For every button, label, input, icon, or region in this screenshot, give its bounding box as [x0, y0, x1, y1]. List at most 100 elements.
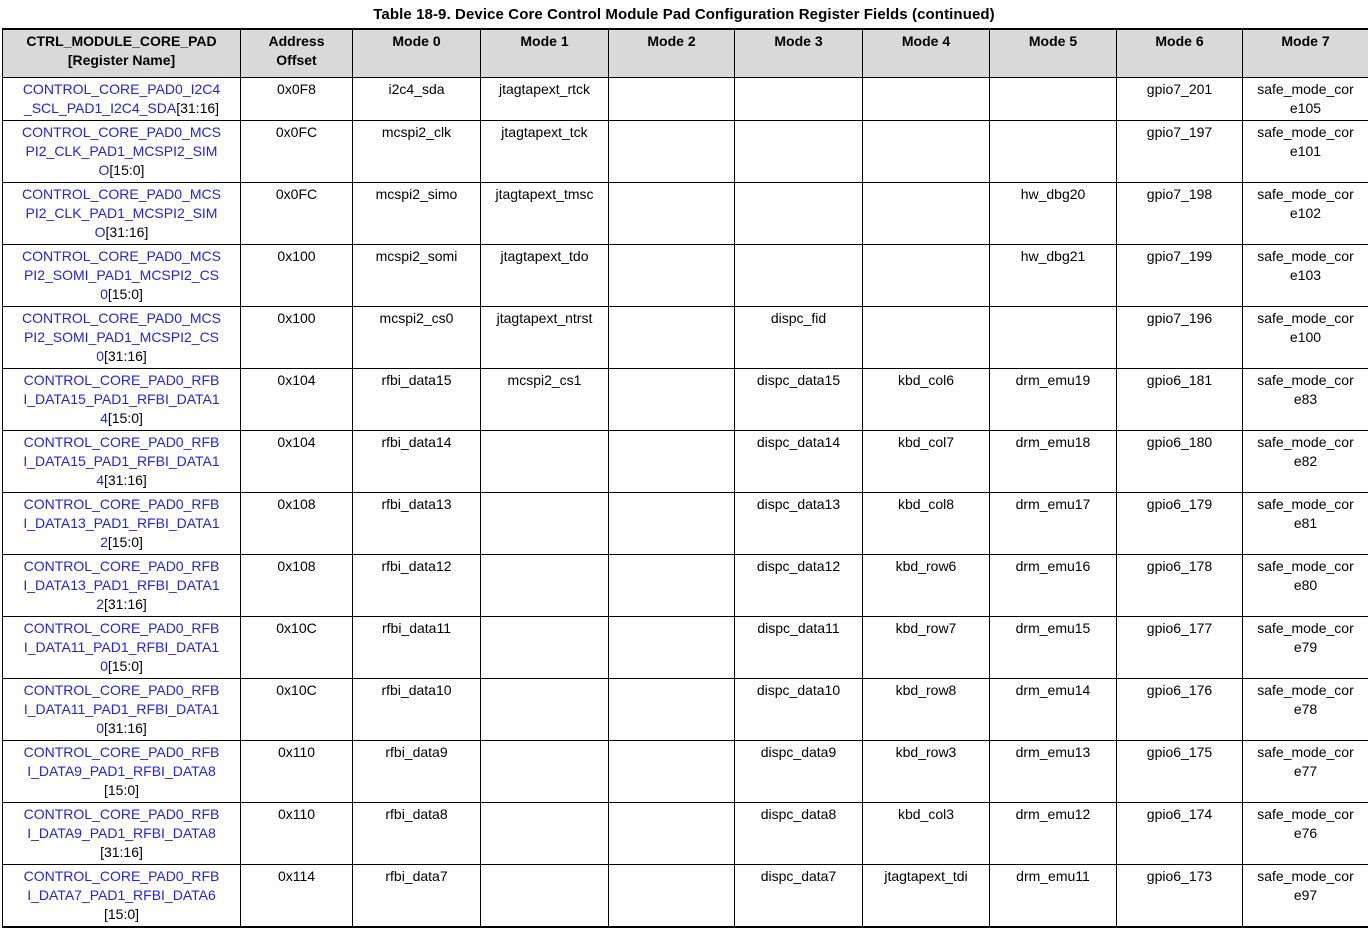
mode-cell: drm_emu14: [989, 678, 1117, 741]
mode-cell: kbd_col3: [862, 802, 990, 865]
mode-cell: safe_mode_core79: [1242, 616, 1368, 679]
mode-value: gpio7_198: [1146, 186, 1213, 202]
address-offset-cell: 0x108: [240, 554, 353, 617]
mode-cell: mcspi2_clk: [352, 120, 481, 183]
mode-cell: gpio6_179: [1116, 492, 1243, 555]
mode-cell: kbd_col7: [862, 430, 990, 493]
register-link[interactable]: CONTROL_CORE_PAD0_RFBI_DATA15_PAD1_RFBI_…: [23, 372, 220, 426]
register-link[interactable]: CONTROL_CORE_PAD0_RFBI_DATA11_PAD1_RFBI_…: [23, 620, 220, 674]
mode-value: safe_mode_core101: [1257, 124, 1354, 159]
header-mode-5: Mode 5: [989, 28, 1117, 78]
mode-value: gpio6_178: [1146, 558, 1213, 574]
mode-value: dispc_data8: [760, 806, 837, 822]
mode-cell: jtagtapext_tmsc: [480, 182, 609, 245]
mode-value: gpio7_201: [1146, 81, 1213, 97]
mode-cell: [862, 77, 990, 121]
register-link[interactable]: CONTROL_CORE_PAD0_RFBI_DATA15_PAD1_RFBI_…: [23, 434, 220, 488]
mode-value: safe_mode_core97: [1257, 868, 1354, 903]
mode-value: rfbi_data13: [381, 496, 452, 512]
mode-value: drm_emu15: [1015, 620, 1091, 636]
mode-cell: mcspi2_simo: [352, 182, 481, 245]
mode-cell: safe_mode_core76: [1242, 802, 1368, 865]
mode-value: dispc_fid: [770, 310, 827, 326]
mode-cell: drm_emu17: [989, 492, 1117, 555]
mode-cell: drm_emu19: [989, 368, 1117, 431]
bit-range: [15:0]: [107, 410, 143, 426]
mode-value: drm_emu17: [1015, 496, 1091, 512]
register-name-wrap: CONTROL_CORE_PAD0_MCSPI2_CLK_PAD1_MCSPI2…: [22, 123, 221, 180]
register-link[interactable]: CONTROL_CORE_PAD0_MCSPI2_CLK_PAD1_MCSPI2…: [22, 186, 221, 240]
mode-cell: dispc_data12: [734, 554, 863, 617]
mode-cell: dispc_fid: [734, 306, 863, 369]
mode-cell: [608, 182, 735, 245]
register-cell: CONTROL_CORE_PAD0_RFBI_DATA9_PAD1_RFBI_D…: [2, 740, 241, 803]
mode-cell: gpio7_201: [1116, 77, 1243, 121]
mode-cell: gpio6_178: [1116, 554, 1243, 617]
address-offset-cell: 0x108: [240, 492, 353, 555]
mode-value: safe_mode_core100: [1257, 310, 1354, 345]
register-link[interactable]: CONTROL_CORE_PAD0_RFBI_DATA11_PAD1_RFBI_…: [23, 682, 220, 736]
mode-value: kbd_col3: [897, 806, 955, 822]
register-link[interactable]: CONTROL_CORE_PAD0_RFBI_DATA9_PAD1_RFBI_D…: [23, 744, 220, 779]
register-link[interactable]: CONTROL_CORE_PAD0_MCSPI2_SOMI_PAD1_MCSPI…: [22, 310, 221, 364]
mode-cell: dispc_data13: [734, 492, 863, 555]
register-link[interactable]: CONTROL_CORE_PAD0_RFBI_DATA7_PAD1_RFBI_D…: [23, 868, 220, 903]
register-cell: CONTROL_CORE_PAD0_RFBI_DATA15_PAD1_RFBI_…: [2, 430, 241, 493]
table-row: CONTROL_CORE_PAD0_RFBI_DATA13_PAD1_RFBI_…: [2, 492, 1368, 555]
mode-cell: [608, 740, 735, 803]
mode-cell: safe_mode_core102: [1242, 182, 1368, 245]
mode-cell: [734, 182, 863, 245]
mode-value: gpio7_196: [1146, 310, 1213, 326]
mode-value: safe_mode_core78: [1257, 682, 1354, 717]
mode-cell: safe_mode_core103: [1242, 244, 1368, 307]
mode-value: drm_emu19: [1015, 372, 1091, 388]
header-mode-3: Mode 3: [734, 28, 863, 78]
mode-cell: kbd_row8: [862, 678, 990, 741]
mode-cell: [734, 77, 863, 121]
mode-value: gpio7_197: [1146, 124, 1213, 140]
mode-value: drm_emu13: [1015, 744, 1091, 760]
register-name-wrap: CONTROL_CORE_PAD0_RFBI_DATA9_PAD1_RFBI_D…: [22, 743, 221, 800]
address-offset-cell: 0x114: [240, 864, 353, 928]
header-mode-7: Mode 7: [1242, 28, 1368, 78]
mode-cell: [608, 430, 735, 493]
mode-cell: jtagtapext_tdo: [480, 244, 609, 307]
mode-value: gpio6_174: [1146, 806, 1213, 822]
table-row: CONTROL_CORE_PAD0_MCSPI2_CLK_PAD1_MCSPI2…: [2, 120, 1368, 183]
register-link[interactable]: CONTROL_CORE_PAD0_I2C4_SCL_PAD1_I2C4_SDA: [22, 81, 221, 116]
mode-value: gpio6_173: [1146, 868, 1213, 884]
mode-cell: [989, 77, 1117, 121]
mode-value: gpio7_199: [1146, 248, 1213, 264]
mode-value: hw_dbg20: [1020, 186, 1086, 202]
mode-cell: [862, 182, 990, 245]
register-link[interactable]: CONTROL_CORE_PAD0_RFBI_DATA13_PAD1_RFBI_…: [23, 496, 220, 550]
mode-cell: rfbi_data8: [352, 802, 481, 865]
mode-value: safe_mode_core77: [1257, 744, 1354, 779]
table-row: CONTROL_CORE_PAD0_MCSPI2_CLK_PAD1_MCSPI2…: [2, 182, 1368, 245]
mode-value: rfbi_data7: [385, 868, 448, 884]
mode-cell: [480, 678, 609, 741]
mode-cell: [608, 368, 735, 431]
register-name-wrap: CONTROL_CORE_PAD0_MCSPI2_CLK_PAD1_MCSPI2…: [22, 185, 221, 242]
mode-cell: hw_dbg21: [989, 244, 1117, 307]
mode-cell: dispc_data10: [734, 678, 863, 741]
register-link[interactable]: CONTROL_CORE_PAD0_RFBI_DATA9_PAD1_RFBI_D…: [23, 806, 220, 841]
register-link[interactable]: CONTROL_CORE_PAD0_RFBI_DATA13_PAD1_RFBI_…: [23, 558, 220, 612]
mode-value: drm_emu11: [1016, 868, 1090, 884]
mode-value: jtagtapext_tdi: [884, 868, 968, 884]
mode-value: kbd_row7: [895, 620, 957, 636]
header-row: CTRL_MODULE_CORE_PAD [Register Name] Add…: [2, 28, 1368, 78]
mode-cell: [608, 864, 735, 928]
register-link[interactable]: CONTROL_CORE_PAD0_MCSPI2_SOMI_PAD1_MCSPI…: [22, 248, 221, 302]
bit-range: [31:16]: [103, 472, 147, 488]
mode-value: mcspi2_simo: [375, 186, 458, 202]
mode-value: dispc_data13: [756, 496, 841, 512]
table-row: CONTROL_CORE_PAD0_RFBI_DATA13_PAD1_RFBI_…: [2, 554, 1368, 617]
address-offset-cell: 0x110: [240, 802, 353, 865]
register-link[interactable]: CONTROL_CORE_PAD0_MCSPI2_CLK_PAD1_MCSPI2…: [22, 124, 221, 178]
mode-cell: kbd_col8: [862, 492, 990, 555]
mode-cell: dispc_data8: [734, 802, 863, 865]
mode-value: drm_emu18: [1015, 434, 1091, 450]
mode-value: kbd_col8: [897, 496, 955, 512]
